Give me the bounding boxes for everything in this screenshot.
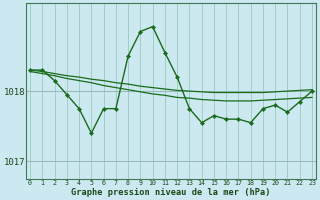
X-axis label: Graphe pression niveau de la mer (hPa): Graphe pression niveau de la mer (hPa) [71, 188, 271, 197]
